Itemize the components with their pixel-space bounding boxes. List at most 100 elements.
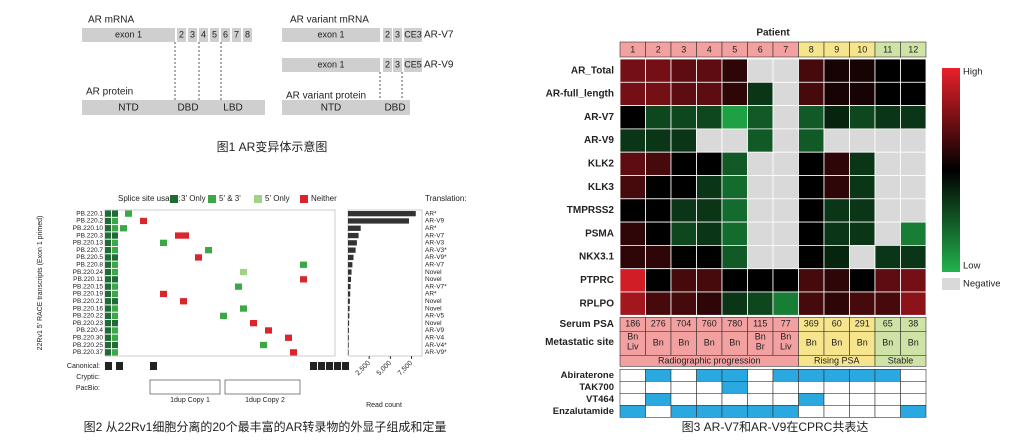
splice-cell [300,261,307,268]
exon-label: 8 [245,29,250,39]
variant-name: AR-V9 [424,60,454,71]
treatment-cell [849,392,876,406]
translation-label: AR-V3* [425,247,447,254]
gene-label: AR_Total [571,65,614,76]
heat-cell [874,58,901,83]
gene-label: AR-V9 [584,135,614,146]
heat-cell [747,128,774,153]
exon [221,28,230,42]
heat-cell [823,151,850,176]
bar [348,342,349,348]
heat-cell [696,105,723,130]
site-label: Liv [627,342,639,352]
domain [282,100,380,115]
exon-box [105,362,112,370]
gene-label: RPLPO [580,298,615,309]
bar [348,305,350,312]
splice-cell [240,268,247,276]
heat-cell [670,58,697,83]
heat-cell [900,58,927,83]
legend-label: 3' Only [181,194,206,203]
splice-cell [105,320,111,327]
heat-cell [900,128,927,153]
transcript-label: PB.220.22 [73,313,104,320]
bar [348,254,354,261]
site-label: Bn [831,338,842,348]
translation-label: Novel [425,305,442,312]
site-label: Bn [627,332,638,342]
heat-cell [619,221,646,246]
heat-cell [645,268,672,293]
treatment-cell [900,404,927,418]
translation-label: Novel [425,298,442,305]
x-tick-label: 5,000 [376,360,393,377]
heat-cell [619,58,646,83]
psa-value: 186 [625,319,640,329]
label: AR mRNA [88,15,134,26]
heat-cell [772,268,799,293]
splice-cell [105,232,111,239]
transcript-label: PB.220.21 [73,298,104,305]
bar [348,349,349,355]
splice-cell [105,276,111,283]
exon-box [326,362,333,370]
heat-cell [798,58,825,83]
treatment-cell [645,368,672,382]
heat-cell [747,105,774,130]
splice-cell [105,268,111,276]
bar [348,240,357,246]
copy-label: 1dup Copy 1 [170,397,210,404]
heat-cell [900,81,927,107]
heat-cell [798,198,825,223]
axis-title: 22Rv1 5' RACE transcripts (Exon 1 primed… [37,216,44,351]
splice-cell [260,341,267,349]
heat-cell [619,81,646,107]
treatment-cell [798,368,825,382]
exon-label: 4 [201,29,206,39]
splice-cell [105,239,111,246]
treatment-cell [645,392,672,406]
domain [175,100,201,115]
treatment-cell [874,368,901,382]
exon-box [150,362,157,370]
patient-label: 12 [908,44,918,54]
treatment-cell [772,404,799,418]
heat-cell [747,291,774,316]
transcript-label: PB.220.2 [76,218,103,225]
exon-label: CE5 [404,59,422,69]
treatment-cell [772,368,799,382]
splice-cell [105,217,111,225]
site-cell [874,330,901,356]
heat-cell [670,151,697,176]
heat-cell [823,175,850,200]
treatment-cell [670,392,697,406]
gene-label: TMPRSS2 [567,205,615,216]
treatment-cell [823,404,850,418]
treatment-label: Abiraterone [561,370,614,381]
treatment-cell [645,380,672,394]
heat-cell [696,175,723,200]
heat-cell [721,128,748,153]
bar [348,225,361,231]
splice-cell [300,276,307,283]
splice-cell [220,312,227,319]
treatment-cell [670,380,697,394]
title: Patient [756,28,790,39]
splice-cell [105,225,111,232]
site-label: Bn [678,338,689,348]
heat-cell [721,221,748,246]
transcript-label: PB.220.1 [76,210,103,217]
grid-frame [104,209,336,357]
heat-cell [721,291,748,316]
splice-cell [112,232,118,239]
heat-cell [874,128,901,153]
translation-title: Translation: [425,194,467,203]
splice-cell [105,290,111,298]
splice-cell [112,210,118,217]
exon [404,58,422,72]
site-label: Bn [704,338,715,348]
patient-cell [900,41,927,58]
heat-cell [900,244,927,270]
heat-cell [696,244,723,270]
heat-cell [849,175,876,200]
